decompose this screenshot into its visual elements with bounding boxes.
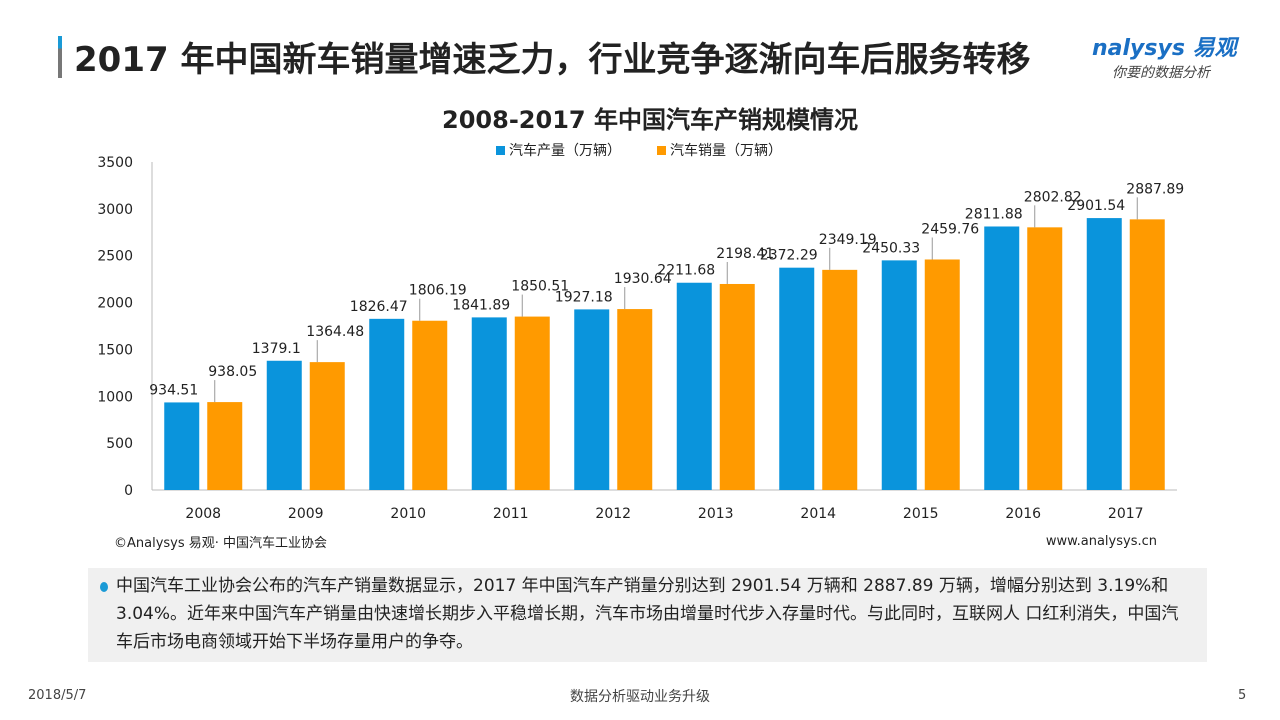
data-label: 1806.19 (409, 283, 467, 299)
bar-production (676, 282, 712, 490)
legend-item-sales: 汽车销量（万辆） (657, 140, 782, 160)
data-label: 2887.89 (1126, 181, 1184, 197)
data-label: 2211.68 (657, 263, 715, 279)
bar-production (369, 318, 405, 490)
bar-production (471, 317, 507, 490)
note-text: 中国汽车工业协会公布的汽车产销量数据显示，2017 年中国汽车产销量分别达到 2… (116, 576, 1179, 652)
bullet-icon (100, 582, 108, 592)
x-tick-label: 2016 (1005, 506, 1041, 522)
data-label: 2372.29 (760, 248, 818, 264)
logo-main: nalysys 易观 (1092, 36, 1237, 61)
y-tick-label: 500 (106, 436, 133, 452)
y-tick-label: 2500 (97, 249, 133, 265)
data-label: 934.51 (149, 382, 198, 398)
x-tick-label: 2010 (390, 506, 426, 522)
bar-production (881, 260, 917, 490)
y-tick-label: 1500 (97, 342, 133, 358)
website-url: www.analysys.cn (1045, 534, 1157, 549)
bar-sales (1129, 219, 1165, 490)
bar-sales (1027, 227, 1063, 490)
chart-title: 2008-2017 年中国汽车产销规模情况 (442, 106, 858, 134)
data-label: 2811.88 (965, 206, 1023, 222)
bar-sales (207, 402, 243, 490)
x-tick-label: 2011 (493, 506, 529, 522)
bar-sales (822, 269, 858, 490)
legend-label-sales: 汽车销量（万辆） (670, 143, 782, 159)
bar-production (1086, 218, 1122, 491)
data-label: 2450.33 (862, 240, 920, 256)
title-accent-bar (58, 36, 62, 78)
bar-sales (617, 309, 653, 490)
data-label: 1841.89 (452, 297, 510, 313)
x-tick-label: 2009 (288, 506, 324, 522)
page-title: 2017 年中国新车销量增速乏力，行业竞争逐渐向车后服务转移 (74, 40, 1031, 80)
x-tick-label: 2014 (800, 506, 836, 522)
y-tick-label: 1000 (97, 389, 133, 405)
bar-chart: 0 500 1000 1500 2000 2500 3000 3500 2008 934.51 93… (97, 155, 1184, 522)
bar-production (574, 309, 610, 490)
bar-sales (514, 316, 550, 490)
data-label: 2459.76 (921, 221, 979, 237)
data-label: 1379.1 (252, 341, 301, 357)
source-text: ©Analysys 易观· 中国汽车工业协会 (114, 536, 328, 551)
legend-swatch-production (496, 145, 505, 155)
legend-label-production: 汽车产量（万辆） (509, 143, 621, 159)
bar-sales (719, 283, 755, 490)
footer-date: 2018/5/7 (28, 688, 87, 703)
x-tick-label: 2017 (1108, 506, 1144, 522)
data-label: 2901.54 (1067, 198, 1125, 214)
footer-slogan: 数据分析驱动业务升级 (570, 689, 710, 705)
y-tick-label: 3000 (97, 202, 133, 218)
logo-sub: 你要的数据分析 (1112, 65, 1210, 81)
legend-swatch-sales (657, 145, 666, 155)
summary-note: 中国汽车工业协会公布的汽车产销量数据显示，2017 年中国汽车产销量分别达到 2… (88, 568, 1207, 662)
y-tick-label: 3500 (97, 155, 133, 171)
bar-production (984, 226, 1020, 490)
data-label: 1930.64 (614, 271, 672, 287)
bar-production (779, 267, 815, 490)
y-tick-label: 2000 (97, 296, 133, 312)
data-label: 1927.18 (555, 289, 613, 305)
data-label: 1364.48 (306, 324, 364, 340)
legend-item-production: 汽车产量（万辆） (496, 140, 621, 160)
x-tick-label: 2015 (903, 506, 939, 522)
bar-production (164, 402, 200, 490)
x-tick-label: 2008 (185, 506, 221, 522)
data-label: 2349.19 (819, 232, 877, 248)
x-tick-label: 2013 (698, 506, 734, 522)
bar-sales (309, 362, 345, 490)
y-tick-label: 0 (124, 483, 133, 499)
analysys-logo: nalysys 易观 你要的数据分析 (1092, 30, 1252, 82)
page-number: 5 (1238, 688, 1247, 703)
chart-legend: 汽车产量（万辆） 汽车销量（万辆） (496, 140, 782, 160)
data-label: 2802.82 (1024, 189, 1082, 205)
data-label: 938.05 (208, 364, 257, 380)
bar-production (266, 360, 302, 490)
bar-sales (412, 320, 448, 490)
data-label: 2198.41 (716, 246, 774, 262)
data-label: 1826.47 (350, 299, 408, 315)
x-tick-label: 2012 (595, 506, 631, 522)
bar-sales (924, 259, 960, 490)
data-label: 1850.51 (511, 279, 569, 295)
